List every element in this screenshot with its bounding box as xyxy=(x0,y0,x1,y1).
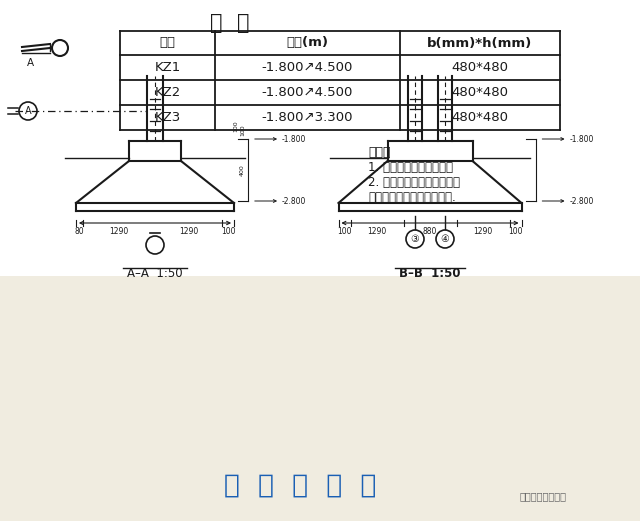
FancyBboxPatch shape xyxy=(0,0,640,276)
Text: -1.800↗4.500: -1.800↗4.500 xyxy=(262,86,353,99)
Text: 1290: 1290 xyxy=(367,227,387,236)
Text: A: A xyxy=(26,58,33,68)
Text: 100: 100 xyxy=(221,227,236,236)
Text: 480*480: 480*480 xyxy=(451,61,509,74)
Text: -1.800: -1.800 xyxy=(570,134,594,143)
Text: 480*480: 480*480 xyxy=(451,111,509,124)
Text: -2.800: -2.800 xyxy=(282,196,307,205)
Text: -1.800↗3.300: -1.800↗3.300 xyxy=(262,111,353,124)
Text: 880: 880 xyxy=(423,227,437,236)
Text: KZ3: KZ3 xyxy=(154,111,180,124)
Text: 1290: 1290 xyxy=(179,227,198,236)
Text: A: A xyxy=(25,106,31,116)
Text: 沿轴线居中或有一边贴柱边.: 沿轴线居中或有一边贴柱边. xyxy=(368,191,456,204)
Text: 400: 400 xyxy=(240,164,245,176)
Text: ④: ④ xyxy=(440,234,449,244)
Text: 说明：: 说明： xyxy=(368,146,390,159)
Text: 标高(m): 标高(m) xyxy=(287,36,328,49)
Text: 建筑工程鲁班联盟: 建筑工程鲁班联盟 xyxy=(520,491,567,501)
Text: 2. 未标注定位尺寸的框架均: 2. 未标注定位尺寸的框架均 xyxy=(368,176,460,189)
Text: 基  础  剪  面  图: 基 础 剪 面 图 xyxy=(224,473,376,499)
Text: 100: 100 xyxy=(240,125,245,136)
Text: -2.800: -2.800 xyxy=(570,196,594,205)
Text: -1.800↗4.500: -1.800↗4.500 xyxy=(262,61,353,74)
Text: B–B  1:50: B–B 1:50 xyxy=(399,267,461,280)
Text: -1.800: -1.800 xyxy=(282,134,307,143)
Text: 480*480: 480*480 xyxy=(451,86,509,99)
Text: 80: 80 xyxy=(74,227,84,236)
Text: 柱  表: 柱 表 xyxy=(211,13,250,33)
Text: 1290: 1290 xyxy=(109,227,129,236)
Text: 柱号: 柱号 xyxy=(159,36,175,49)
Text: 100: 100 xyxy=(234,121,239,132)
Text: KZ2: KZ2 xyxy=(154,86,180,99)
Text: 1. 梁顶柱高同板顶标高；: 1. 梁顶柱高同板顶标高； xyxy=(368,161,453,174)
Text: b(mm)*h(mm): b(mm)*h(mm) xyxy=(428,36,532,49)
Text: 1290: 1290 xyxy=(474,227,493,236)
Text: A–A  1:50: A–A 1:50 xyxy=(127,267,183,280)
Text: 100: 100 xyxy=(508,227,523,236)
Text: 100: 100 xyxy=(337,227,352,236)
Text: KZ1: KZ1 xyxy=(154,61,180,74)
Text: ③: ③ xyxy=(411,234,419,244)
